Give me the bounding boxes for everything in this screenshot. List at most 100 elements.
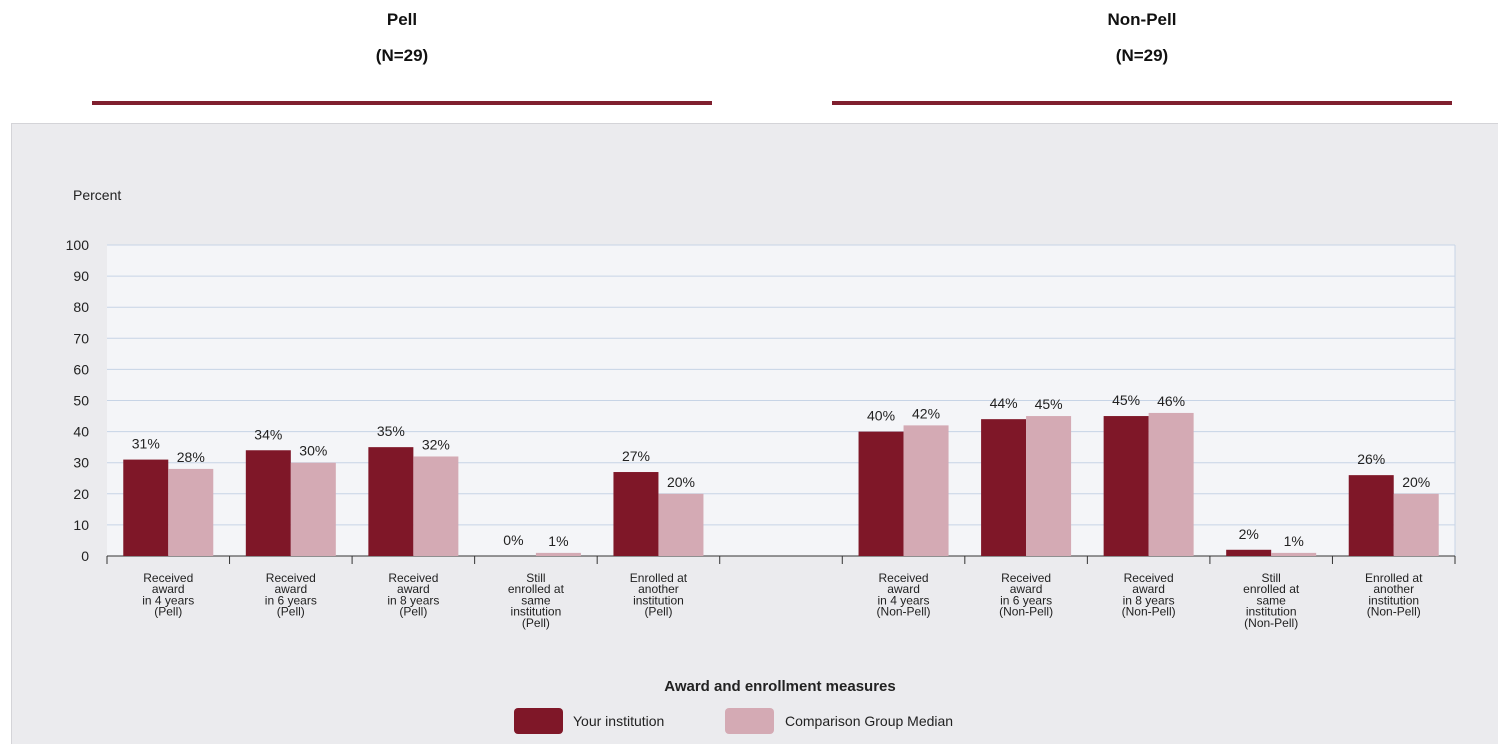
data-label: 28% — [177, 449, 205, 465]
data-label: 1% — [1284, 533, 1304, 549]
data-label: 32% — [422, 436, 450, 452]
non-pell-group-count: (N=29) — [1115, 46, 1169, 65]
x-category-label: (Pell) — [522, 616, 550, 630]
x-category-label: (Non-Pell) — [1367, 605, 1421, 619]
y-tick-label: 80 — [73, 299, 89, 315]
x-axis-title: Award and enrollment measures — [664, 678, 895, 695]
bar-comparison-median — [413, 456, 459, 556]
x-category-label: Received — [879, 571, 929, 585]
pell-group-rule — [92, 101, 712, 105]
y-tick-label: 10 — [73, 517, 89, 533]
data-label: 34% — [254, 426, 282, 442]
data-label: 30% — [299, 443, 327, 459]
x-category-label: enrolled at — [508, 582, 565, 596]
pell-group-count: (N=29) — [375, 46, 429, 65]
x-category-label: Received — [143, 571, 193, 585]
x-category-label: award — [887, 582, 920, 596]
x-category-label: in 6 years — [1000, 593, 1052, 607]
x-category-label: same — [521, 593, 551, 607]
bar-your-institution — [368, 447, 414, 556]
x-category-label: (Non-Pell) — [999, 605, 1053, 619]
x-category-label: Enrolled at — [630, 571, 688, 585]
legend-swatch-comparison-median — [725, 708, 774, 734]
bar-comparison-median — [658, 493, 704, 556]
data-label: 45% — [1112, 392, 1140, 408]
x-category-label: Received — [388, 571, 438, 585]
bar-comparison-median — [535, 552, 581, 556]
y-tick-label: 60 — [73, 361, 89, 377]
legend-label-your-institution: Your institution — [573, 713, 664, 729]
x-category-label: award — [274, 582, 307, 596]
bar-your-institution — [1103, 416, 1149, 556]
data-label: 0% — [503, 532, 523, 548]
x-category-label: Still — [1262, 571, 1281, 585]
x-category-label: in 8 years — [1123, 593, 1175, 607]
data-label: 35% — [377, 423, 405, 439]
x-category-label: in 8 years — [387, 593, 439, 607]
x-category-label: award — [397, 582, 430, 596]
x-category-label: (Non-Pell) — [1122, 605, 1176, 619]
bar-your-institution — [858, 431, 904, 556]
x-category-label: another — [1373, 582, 1414, 596]
x-category-label: (Non-Pell) — [877, 605, 931, 619]
x-category-label: institution — [511, 605, 562, 619]
x-category-label: in 4 years — [878, 593, 930, 607]
non-pell-group-rule — [832, 101, 1452, 105]
x-category-label: (Pell) — [399, 605, 427, 619]
data-label: 27% — [622, 448, 650, 464]
x-category-label: Received — [1124, 571, 1174, 585]
data-label: 42% — [912, 405, 940, 421]
x-category-label: institution — [1368, 593, 1419, 607]
x-category-label: (Non-Pell) — [1244, 616, 1298, 630]
data-label: 26% — [1357, 451, 1385, 467]
data-label: 46% — [1157, 393, 1185, 409]
x-category-label: same — [1257, 593, 1287, 607]
data-label: 20% — [1402, 474, 1430, 490]
pell-group-title: Pell — [386, 10, 418, 29]
data-label: 44% — [990, 395, 1018, 411]
x-category-label: (Pell) — [644, 605, 672, 619]
y-tick-label: 30 — [73, 455, 89, 471]
data-label: 1% — [548, 533, 568, 549]
bar-comparison-median — [1271, 552, 1317, 556]
bar-your-institution — [123, 459, 169, 556]
data-label: 40% — [867, 408, 895, 424]
x-category-label: institution — [1246, 605, 1297, 619]
data-label: 45% — [1035, 396, 1063, 412]
bar-your-institution — [245, 450, 291, 556]
data-label: 31% — [132, 436, 160, 452]
chart-panel: 0 10 20 30 40 50 60 70 80 90 100 Percent 31% 34% 35% 0%… — [11, 123, 1498, 744]
legend-label-comparison-median: Comparison Group Median — [785, 713, 953, 729]
x-category-label: Enrolled at — [1365, 571, 1423, 585]
data-label: 2% — [1239, 526, 1259, 542]
bar-comparison-median — [168, 468, 214, 556]
x-category-label: institution — [633, 593, 684, 607]
y-tick-label: 50 — [73, 393, 89, 409]
y-axis-title: Percent — [73, 187, 121, 203]
bar-your-institution — [1226, 549, 1272, 556]
x-category-label: in 4 years — [142, 593, 194, 607]
bar-your-institution — [613, 472, 659, 556]
bar-comparison-median — [1026, 416, 1072, 556]
bar-comparison-median — [290, 462, 336, 556]
x-category-label: in 6 years — [265, 593, 317, 607]
x-category-label: Received — [1001, 571, 1051, 585]
legend-swatch-your-institution — [514, 708, 563, 734]
y-tick-label: 90 — [73, 268, 89, 284]
y-tick-label: 70 — [73, 330, 89, 346]
x-category-label: award — [1132, 582, 1165, 596]
bar-chart: 0 10 20 30 40 50 60 70 80 90 100 Percent 31% 34% 35% 0%… — [66, 187, 1456, 734]
x-category-label: (Pell) — [154, 605, 182, 619]
bar-your-institution — [1348, 475, 1394, 556]
x-category-label: (Pell) — [277, 605, 305, 619]
non-pell-group-title: Non-Pell — [1107, 10, 1177, 29]
x-category-label: award — [1010, 582, 1043, 596]
y-tick-label: 40 — [73, 424, 89, 440]
bar-comparison-median — [1393, 493, 1439, 556]
x-category-label: Received — [266, 571, 316, 585]
bar-your-institution — [981, 419, 1027, 556]
x-category-label: award — [152, 582, 185, 596]
x-category-label: enrolled at — [1243, 582, 1300, 596]
y-tick-label: 20 — [73, 486, 89, 502]
data-label: 20% — [667, 474, 695, 490]
